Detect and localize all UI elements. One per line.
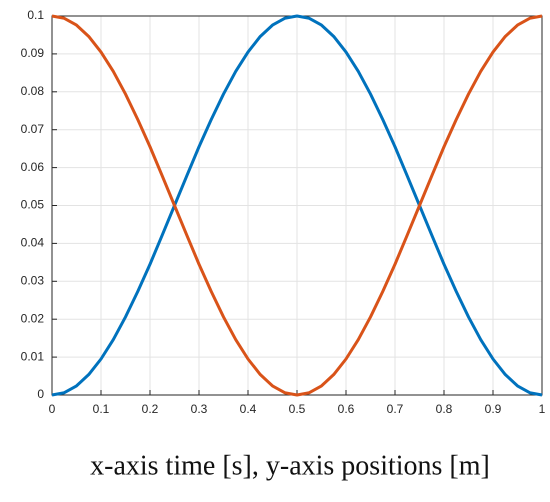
y-tick-label: 0.1 (27, 8, 44, 22)
line-series (51, 14, 543, 397)
x-tick-label: 0 (49, 402, 56, 416)
caption: x-axis time [s], y-axis positions [m] (90, 450, 490, 481)
x-tick-label: 0.3 (191, 402, 208, 416)
y-tick-label: 0.06 (21, 160, 45, 174)
y-tick-label: 0.02 (21, 311, 45, 325)
x-tick-label: 0.1 (93, 402, 110, 416)
y-tick-label: 0.07 (21, 122, 45, 136)
x-tick-label: 0.6 (338, 402, 355, 416)
y-tick-label: 0.05 (21, 198, 45, 212)
x-tick-label: 1 (539, 402, 546, 416)
x-tick-label: 0.7 (387, 402, 404, 416)
y-tick-label: 0 (37, 387, 44, 401)
x-tick-label: 0.9 (485, 402, 502, 416)
x-tick-label: 0.5 (289, 402, 306, 416)
y-tick-label: 0.08 (21, 84, 45, 98)
line-series (51, 14, 543, 397)
y-tick-label: 0.01 (21, 349, 45, 363)
y-tick-label: 0.03 (21, 273, 45, 287)
x-tick-label: 0.2 (142, 402, 159, 416)
x-tick-label: 0.4 (240, 402, 257, 416)
x-tick-label: 0.8 (436, 402, 453, 416)
y-tick-label: 0.04 (21, 236, 45, 250)
y-tick-label: 0.09 (21, 46, 45, 60)
